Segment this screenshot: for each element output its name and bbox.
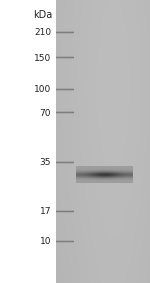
- Text: 210: 210: [34, 28, 51, 37]
- Text: kDa: kDa: [33, 10, 53, 20]
- Text: 100: 100: [34, 85, 51, 95]
- Text: 17: 17: [40, 207, 51, 216]
- Text: 10: 10: [40, 237, 51, 246]
- Text: 150: 150: [34, 53, 51, 63]
- Text: 70: 70: [40, 109, 51, 118]
- Text: 35: 35: [40, 158, 51, 167]
